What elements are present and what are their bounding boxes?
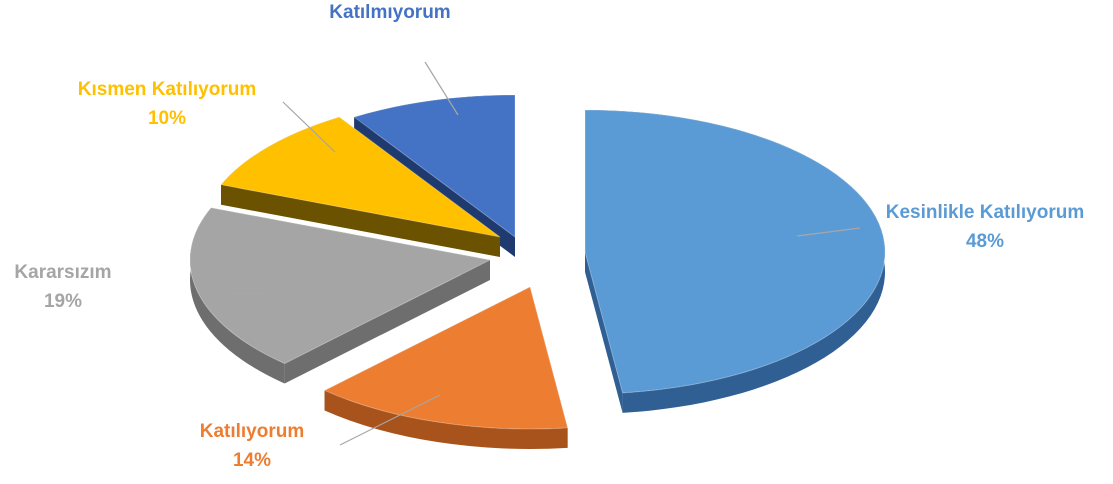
slice-2 xyxy=(189,207,492,384)
leader-line-0 xyxy=(796,227,861,237)
slice-top-3 xyxy=(220,116,501,238)
slice-label-2: Kararsızım xyxy=(14,262,111,283)
labels-layer: Kesinlikle Katılıyorum 48% Katılıyorum 14% K… xyxy=(14,2,1084,471)
slice-percent-1: 14% xyxy=(233,450,271,471)
slice-top-4 xyxy=(353,94,516,238)
slice-percent-2: 19% xyxy=(44,291,82,312)
slice-1 xyxy=(323,286,569,449)
slices-layer xyxy=(189,94,886,449)
slice-label-3: Kısmen Katılıyorum xyxy=(78,79,256,100)
leader-line-4 xyxy=(424,61,459,116)
slice-label-0: Kesinlikle Katılıyorum xyxy=(886,202,1085,223)
slice-edge-1 xyxy=(324,390,568,449)
slice-percent-0: 48% xyxy=(966,231,1004,252)
slice-top-2 xyxy=(189,207,492,365)
slice-3 xyxy=(220,116,501,257)
slice-side-2 xyxy=(284,260,490,384)
leader-lines xyxy=(228,61,861,446)
slice-side-3 xyxy=(221,184,500,257)
slice-label-1: Katılıyorum xyxy=(200,421,305,442)
leader-line-3 xyxy=(282,101,336,153)
slice-top-1 xyxy=(323,286,569,430)
slice-percent-3: 10% xyxy=(148,108,186,129)
slice-side-0 xyxy=(585,252,623,413)
slice-label-4: Katılmıyorum xyxy=(329,2,450,23)
slice-top-0 xyxy=(584,109,886,394)
leader-line-1 xyxy=(339,394,441,446)
slice-0 xyxy=(584,109,886,413)
